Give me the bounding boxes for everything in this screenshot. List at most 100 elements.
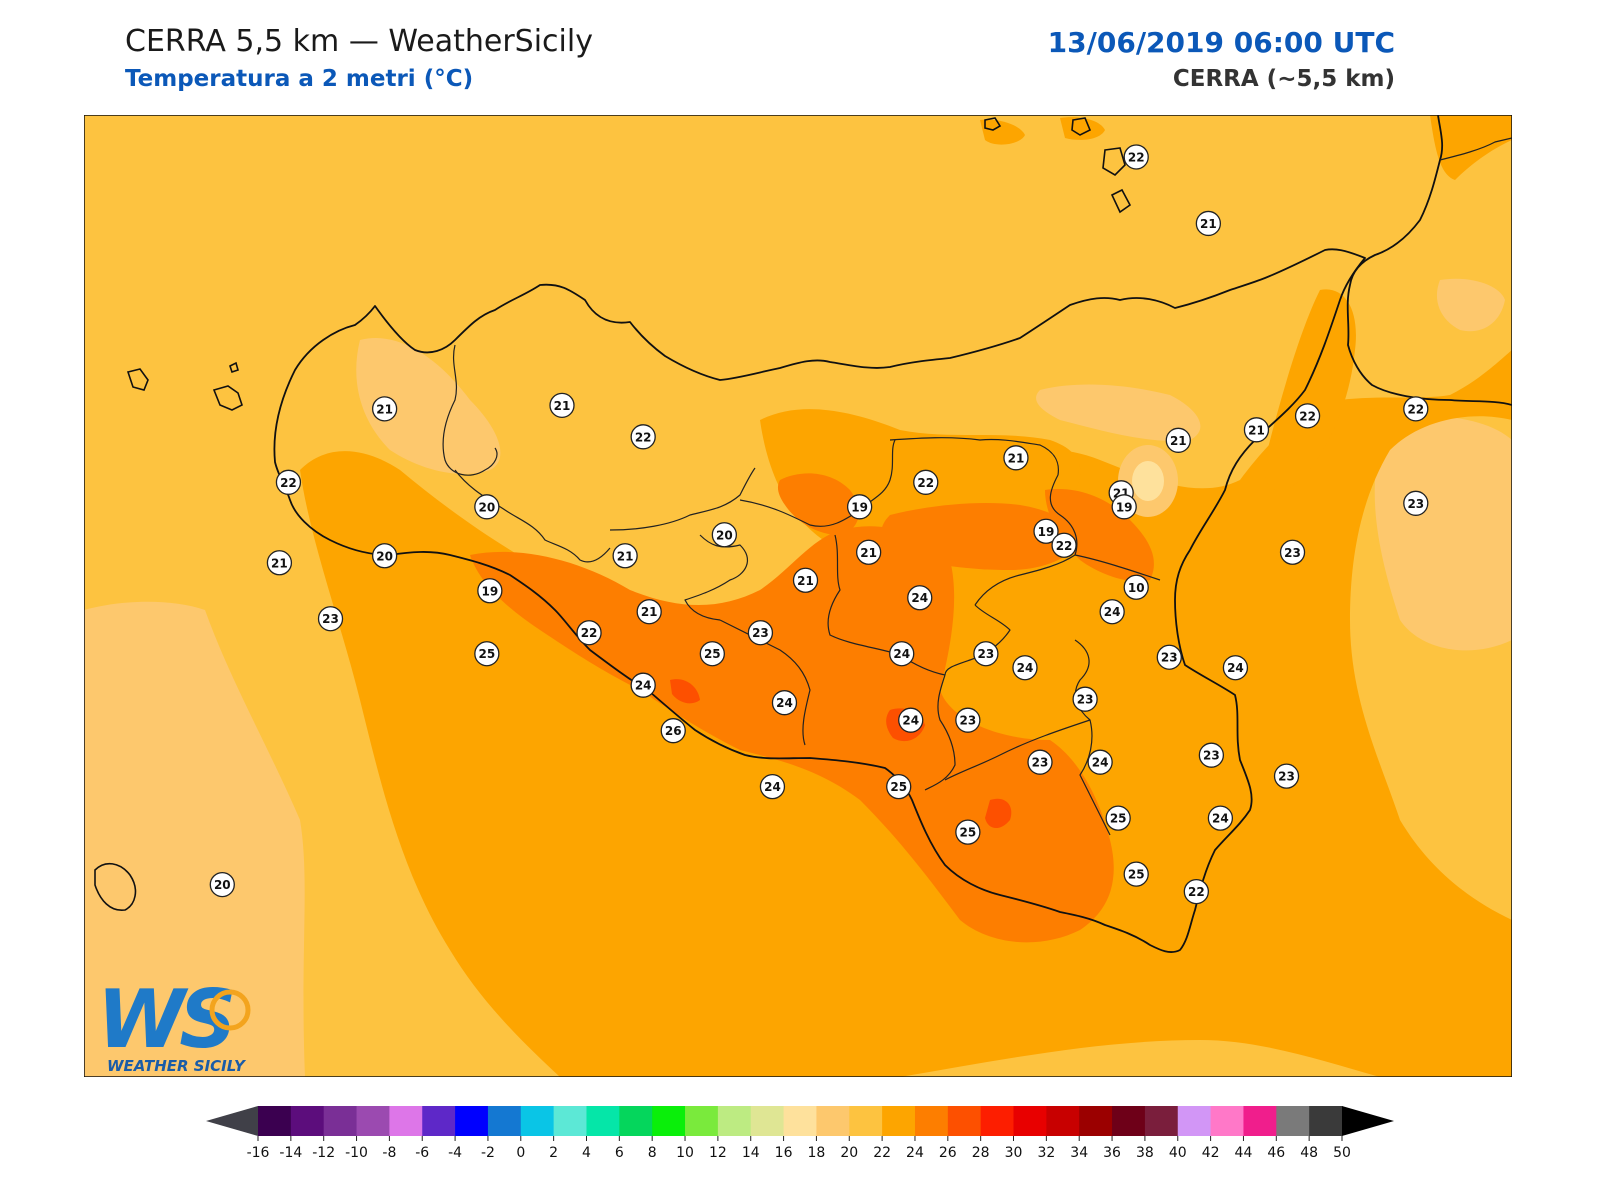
station-circle bbox=[1403, 396, 1429, 422]
station-value: 23 bbox=[1077, 693, 1094, 707]
colorbar-tick-label: 8 bbox=[648, 1145, 657, 1161]
calabria-coastline bbox=[1346, 115, 1512, 406]
title-subtitle: Temperatura a 2 metri (°C) bbox=[125, 66, 474, 92]
station-value: 19 bbox=[1038, 525, 1055, 539]
station-value: 22 bbox=[1299, 409, 1316, 423]
station-marker: 25 bbox=[1123, 861, 1149, 887]
station-circle bbox=[612, 543, 638, 569]
colorbar-tick-label: -2 bbox=[481, 1145, 495, 1161]
station-value: 23 bbox=[1407, 497, 1424, 511]
station-value: 26 bbox=[665, 724, 682, 738]
station-circle bbox=[549, 392, 575, 418]
station-value: 24 bbox=[902, 714, 919, 728]
station-circle bbox=[855, 539, 882, 565]
station-circle bbox=[275, 469, 302, 495]
colorbar-swatch bbox=[947, 1106, 982, 1136]
station-circle bbox=[747, 620, 774, 646]
station-circle bbox=[209, 871, 235, 898]
sicily-coastline bbox=[273, 248, 1366, 953]
station-circle bbox=[1111, 494, 1137, 520]
colorbar-swatch bbox=[750, 1106, 785, 1136]
station-circle bbox=[1087, 749, 1113, 775]
colorbar-swatch bbox=[1243, 1106, 1277, 1136]
station-markers: 22 21 21 21 22 22 20 20 21 19 20 21 21 22 21 21 21 22 22 21… bbox=[209, 144, 1429, 905]
station-circle bbox=[913, 469, 939, 495]
station-value: 22 bbox=[1056, 539, 1073, 553]
station-circle bbox=[1156, 644, 1182, 670]
station-value: 22 bbox=[1128, 150, 1145, 164]
station-value: 23 bbox=[978, 647, 995, 661]
title-datetime: 13/06/2019 06:00 UTC bbox=[1047, 26, 1395, 59]
station-marker: 24 bbox=[907, 585, 933, 611]
zone-22-24-ne-corner bbox=[1430, 115, 1512, 180]
colorbar-swatch bbox=[455, 1106, 489, 1136]
station-marker: 21 bbox=[1165, 427, 1191, 453]
station-circle bbox=[1123, 861, 1149, 887]
station-value: 24 bbox=[1017, 661, 1034, 675]
station-circle bbox=[266, 550, 293, 576]
station-circle bbox=[660, 718, 686, 744]
station-marker: 25 bbox=[955, 819, 981, 845]
station-circle bbox=[1123, 144, 1149, 170]
station-marker: 21 bbox=[792, 567, 819, 593]
zone-22-24-north-coast-e bbox=[1060, 117, 1105, 140]
colorbar-swatch bbox=[914, 1106, 949, 1136]
station-value: 22 bbox=[635, 430, 652, 444]
station-value: 24 bbox=[635, 679, 652, 693]
station-marker: 23 bbox=[1027, 749, 1053, 775]
station-marker: 23 bbox=[1072, 686, 1098, 712]
station-circle bbox=[846, 494, 873, 520]
station-circle bbox=[1003, 445, 1029, 471]
station-value: 19 bbox=[851, 500, 868, 514]
colorbar-swatch bbox=[980, 1106, 1015, 1136]
station-circle bbox=[1012, 655, 1038, 681]
station-value: 23 bbox=[1284, 546, 1301, 560]
title-model: CERRA (~5,5 km) bbox=[1172, 66, 1395, 92]
station-marker: 20 bbox=[209, 871, 235, 898]
colorbar-swatch bbox=[356, 1106, 390, 1136]
colorbar-tick-label: 40 bbox=[1169, 1145, 1187, 1161]
station-value: 24 bbox=[1212, 812, 1229, 826]
colorbar-tick-label: 26 bbox=[939, 1145, 957, 1161]
station-value: 23 bbox=[752, 626, 769, 640]
station-circle bbox=[907, 585, 933, 611]
station-circle bbox=[1165, 427, 1191, 453]
station-circle bbox=[1195, 210, 1222, 237]
station-marker: 24 bbox=[1222, 655, 1249, 681]
title-main: CERRA 5,5 km — WeatherSicily bbox=[125, 24, 593, 59]
colorbar-swatch bbox=[1309, 1106, 1343, 1136]
station-marker: 25 bbox=[474, 641, 500, 667]
station-marker: 24 bbox=[1099, 599, 1125, 625]
weathersicily-logo: WS WEATHER SICILY bbox=[97, 973, 251, 1075]
station-circle bbox=[1099, 599, 1125, 625]
station-circle bbox=[759, 774, 786, 800]
station-circle bbox=[576, 620, 602, 646]
station-marker: 25 bbox=[1105, 805, 1131, 831]
station-marker: 21 bbox=[549, 392, 575, 418]
colorbar-tick-label: -14 bbox=[279, 1145, 302, 1161]
station-value: 23 bbox=[322, 612, 339, 626]
station-marker: 22 bbox=[275, 469, 302, 495]
zone-26-28-spot-2 bbox=[985, 798, 1012, 829]
station-marker: 21 bbox=[1003, 445, 1029, 471]
colorbar-swatch bbox=[553, 1106, 587, 1136]
colorbar-tick-label: -10 bbox=[345, 1145, 368, 1161]
station-value: 23 bbox=[1161, 651, 1178, 665]
station-marker: 22 bbox=[1183, 878, 1209, 905]
logo-sun-icon bbox=[209, 989, 251, 1031]
station-marker: 10 bbox=[1123, 574, 1149, 600]
station-value: 21 bbox=[1170, 434, 1187, 448]
colorbar-tick-label: 32 bbox=[1037, 1145, 1055, 1161]
station-marker: 19 bbox=[477, 578, 503, 604]
station-value: 22 bbox=[1407, 402, 1424, 416]
colorbar-tick-label: 34 bbox=[1070, 1145, 1088, 1161]
colorbar-swatch bbox=[816, 1106, 850, 1136]
station-marker: 21 bbox=[1243, 417, 1270, 443]
station-marker: 24 bbox=[759, 774, 786, 800]
station-circle bbox=[474, 641, 500, 667]
colorbar-swatch bbox=[685, 1106, 719, 1136]
station-circle bbox=[1243, 417, 1270, 443]
station-marker: 20 bbox=[371, 543, 398, 569]
colorbar-swatch bbox=[1046, 1106, 1080, 1136]
station-marker: 22 bbox=[630, 424, 656, 450]
